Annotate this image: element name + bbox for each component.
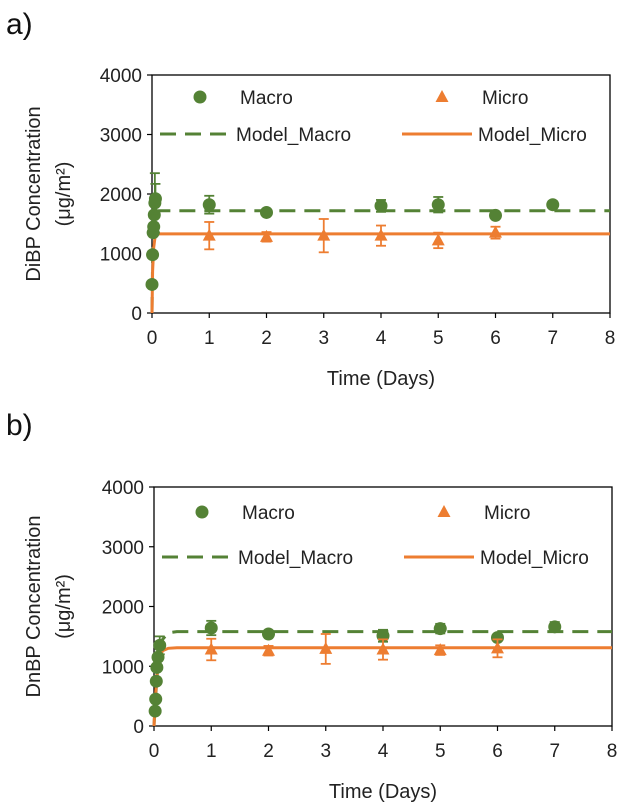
- y-tick-label: 3000: [100, 126, 142, 147]
- data-point-macro: [374, 199, 388, 213]
- legend-marker-macro: [193, 90, 207, 104]
- legend-label: Macro: [240, 88, 293, 109]
- x-tick-label: 8: [607, 741, 618, 762]
- x-tick-label: 0: [147, 328, 158, 349]
- data-point-macro: [489, 208, 502, 222]
- x-tick-label: 4: [376, 328, 387, 349]
- y-tick-label: 0: [133, 717, 144, 738]
- x-tick-label: 5: [435, 741, 446, 762]
- chart-panel-b: b) 0 1000 2000 3000 4000 0 1 2 3 4 5 6 7 8 Time (Days)…: [0, 403, 619, 806]
- y-axis-title: DnBP Concentration: [23, 516, 45, 698]
- data-point-macro: [431, 198, 445, 212]
- data-point-macro: [149, 674, 163, 688]
- x-tick-label: 7: [549, 741, 560, 762]
- data-point-macro: [146, 248, 160, 262]
- data-point-micro: [433, 643, 447, 656]
- data-point-micro: [431, 233, 445, 246]
- data-point-macro: [147, 220, 161, 234]
- data-point-macro: [150, 660, 164, 674]
- data-point-macro: [433, 622, 447, 636]
- legend-marker-macro: [195, 505, 209, 519]
- plot-area-frame: [153, 486, 613, 727]
- data-point-macro: [260, 205, 273, 219]
- x-tick-label: 1: [206, 741, 217, 762]
- data-point-macro: [491, 631, 504, 645]
- data-point-macro: [546, 198, 560, 212]
- data-point-micro: [317, 228, 331, 241]
- data-point-micro: [262, 643, 275, 656]
- data-point-macro: [548, 620, 562, 634]
- data-point-micro: [260, 229, 273, 242]
- chart-b-svg: 0 1000 2000 3000 4000 0 1 2 3 4 5 6 7 8 Time (Days) DnB…: [23, 478, 618, 803]
- y-tick-label: 4000: [100, 66, 142, 87]
- data-point-macro: [148, 192, 162, 206]
- data-point-micro: [319, 641, 333, 654]
- y-axis-title: DiBP Concentration: [23, 106, 45, 281]
- plot-area-frame: [151, 74, 611, 314]
- legend-label: Model_Micro: [480, 548, 589, 569]
- x-tick-label: 4: [378, 741, 389, 762]
- x-tick-label: 6: [490, 328, 501, 349]
- data-point-macro: [151, 650, 165, 664]
- x-axis-title: Time (Days): [329, 781, 437, 803]
- x-tick-label: 3: [320, 741, 331, 762]
- y-tick-label: 2000: [100, 185, 142, 206]
- panel-label-b: b): [6, 409, 33, 442]
- chart-a-svg: 0 1000 2000 3000 4000 0 1 2 3 4 5 6 7 8 Time (Days) DiB…: [23, 66, 616, 390]
- data-point-macro: [262, 627, 275, 641]
- x-tick-label: 2: [263, 741, 274, 762]
- y-tick-label: 0: [131, 304, 142, 325]
- data-point-micro: [489, 225, 502, 238]
- y-tick-label: 3000: [102, 538, 144, 559]
- x-tick-label: 7: [547, 328, 558, 349]
- x-tick-label: 0: [149, 741, 160, 762]
- x-tick-label: 5: [433, 328, 444, 349]
- x-axis-title: Time (Days): [327, 368, 435, 390]
- data-point-macro: [153, 638, 167, 652]
- chart-panel-a: a) 0 1000 2000 3000 4000 0 1 2 3 4 5 6 7 8 Time (Days)…: [6, 8, 616, 390]
- legend-marker-micro: [437, 505, 451, 517]
- data-point-macro: [149, 692, 163, 706]
- legend-label: Macro: [242, 503, 295, 524]
- data-point-micro: [376, 642, 390, 655]
- legend-label: Model_Macro: [238, 548, 353, 569]
- y-tick-label: 1000: [102, 657, 144, 678]
- x-tick-label: 6: [492, 741, 503, 762]
- y-tick-label: 4000: [102, 478, 144, 499]
- legend-label: Micro: [482, 88, 528, 109]
- y-tick-label: 1000: [100, 245, 142, 266]
- data-point-micro: [491, 641, 504, 654]
- data-point-micro: [204, 642, 218, 655]
- y-tick-label: 2000: [102, 598, 144, 619]
- y-axis-unit: (μg/m²): [53, 162, 75, 227]
- x-tick-label: 1: [204, 328, 215, 349]
- legend-label: Model_Macro: [236, 125, 351, 146]
- data-point-micro: [202, 228, 216, 241]
- legend-label: Model_Micro: [478, 125, 587, 146]
- legend-marker-micro: [435, 90, 449, 102]
- x-tick-label: 8: [605, 328, 616, 349]
- panel-label-a: a): [6, 8, 33, 41]
- data-point-macro: [202, 198, 216, 212]
- data-point-macro: [145, 277, 159, 291]
- x-tick-label: 2: [261, 328, 272, 349]
- legend-label: Micro: [484, 503, 530, 524]
- y-axis-unit: (μg/m²): [53, 574, 75, 639]
- data-point-macro: [148, 704, 162, 718]
- data-point-micro: [374, 228, 388, 241]
- data-point-macro: [204, 621, 218, 635]
- x-tick-label: 3: [318, 328, 329, 349]
